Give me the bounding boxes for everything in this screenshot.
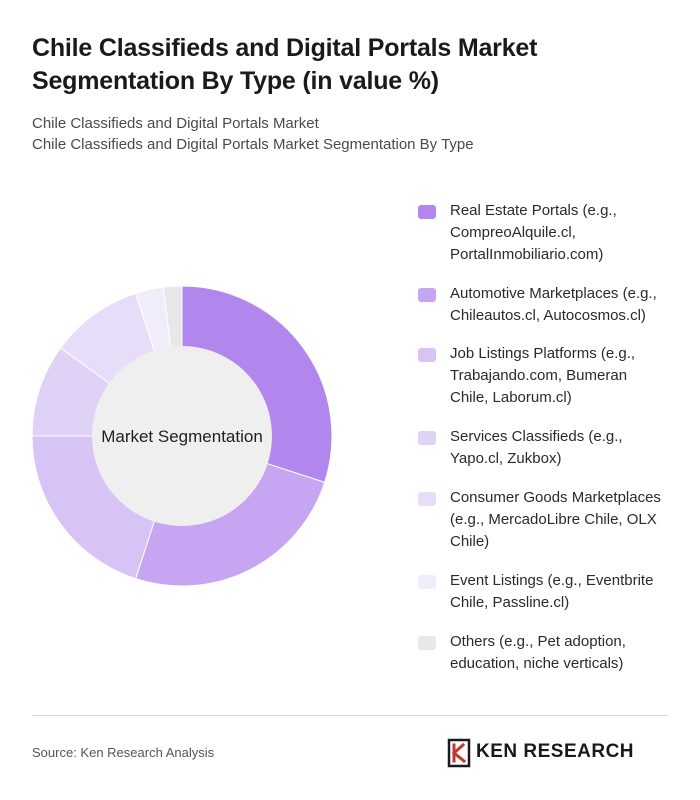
legend-label: Consumer Goods Marketplaces (e.g., Merca… [450, 487, 686, 553]
legend-label-line: PortalInmobiliario.com) [450, 246, 604, 263]
legend-label-line: education, niche verticals) [450, 655, 624, 672]
donut-chart: Market Segmentation [31, 285, 333, 587]
chart-subtitle-line2: Chile Classifieds and Digital Portals Ma… [32, 136, 474, 153]
footer-divider [32, 715, 668, 716]
legend-label-line: Chile, Laborum.cl) [450, 389, 572, 406]
legend-label-line: Consumer Goods Marketplaces [450, 489, 661, 506]
legend-swatch [418, 636, 436, 650]
legend-label-line: Chile, Passline.cl) [450, 594, 570, 611]
chart-title-line1: Chile Classifieds and Digital Portals Ma… [32, 34, 538, 62]
legend-label-line: CompreoAlquile.cl, [450, 224, 576, 241]
chart-subtitle-line1: Chile Classifieds and Digital Portals Ma… [32, 115, 319, 132]
donut-center-label: Market Segmentation [101, 427, 263, 446]
legend-label: Job Listings Platforms (e.g., Trabajando… [450, 343, 686, 409]
chart-title-line2: Segmentation By Type (in value %) [32, 67, 439, 95]
legend-swatch [418, 431, 436, 445]
legend-swatch [418, 288, 436, 302]
legend-label-line: Yapo.cl, Zukbox) [450, 450, 562, 467]
legend-label-line: Services Classifieds (e.g., [450, 428, 623, 445]
brand-name: KEN RESEARCH [476, 741, 635, 762]
legend-swatch [418, 575, 436, 589]
legend-swatch [418, 348, 436, 362]
legend-label-line: Others (e.g., Pet adoption, [450, 633, 626, 650]
source-note: Source: Ken Research Analysis [32, 745, 215, 760]
legend-label: Automotive Marketplaces (e.g., Chileauto… [450, 283, 686, 327]
legend-label-line: Event Listings (e.g., Eventbrite [450, 572, 654, 589]
legend-label: Real Estate Portals (e.g., CompreoAlquil… [450, 200, 686, 266]
legend-label-line: Chileautos.cl, Autocosmos.cl) [450, 307, 646, 324]
brand-logo: KEN RESEARCH [446, 738, 671, 768]
legend-label: Others (e.g., Pet adoption, education, n… [450, 631, 686, 675]
chart-title: Chile Classifieds and Digital Portals Ma… [32, 32, 652, 98]
legend-label-line: Trabajando.com, Bumeran [450, 367, 628, 384]
donut-center [92, 346, 272, 526]
legend-label-line: Real Estate Portals (e.g., [450, 202, 617, 219]
legend-label-line: Chile) [450, 533, 490, 550]
legend-swatch [418, 492, 436, 506]
legend-label: Services Classifieds (e.g., Yapo.cl, Zuk… [450, 426, 686, 470]
legend-label-line: (e.g., MercadoLibre Chile, OLX [450, 511, 657, 528]
ken-research-logo-icon [447, 738, 471, 768]
legend-label-line: Automotive Marketplaces (e.g., [450, 285, 657, 302]
legend-label: Event Listings (e.g., Eventbrite Chile, … [450, 570, 686, 614]
legend-label-line: Job Listings Platforms (e.g., [450, 345, 636, 362]
legend-swatch [418, 205, 436, 219]
